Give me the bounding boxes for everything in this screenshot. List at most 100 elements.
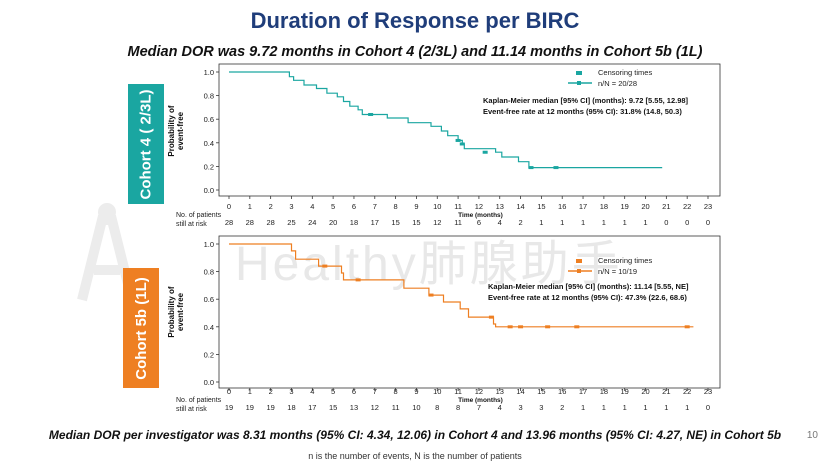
c5b-x-tick-label: 11	[454, 387, 462, 396]
c4-at-risk-label-line1: No. of patients	[176, 212, 222, 219]
c4-x-tick-label: 17	[579, 202, 587, 211]
c5b-x-tick-label: 1	[248, 387, 252, 396]
c5b-x-tick-label: 13	[496, 387, 504, 396]
c4-x-tick-label: 7	[373, 202, 377, 211]
footer-note: n is the number of events, N is the numb…	[308, 451, 522, 461]
c5b-y-tick-label: 0.6	[204, 295, 214, 304]
c4-panel: 0.0 0.2 0.4 0.6 0.8 1.0 Probability ofevent-fr…	[167, 63, 721, 228]
watermark-logo-icon	[77, 203, 137, 302]
c4-legend-censor-swatch	[576, 71, 582, 75]
c4-plot-frame	[218, 63, 721, 197]
c5b-x-tick-label: 14	[516, 387, 524, 396]
c5b-at-risk-value: 19	[266, 403, 274, 412]
c5b-at-risk-value: 1	[623, 403, 627, 412]
c4-censor-mark	[482, 150, 488, 154]
c4-y-axis-label: Probability ofevent-free	[167, 105, 185, 156]
c5b-legend-line-marker	[577, 269, 581, 273]
c4-y-axis-label-line1: Probability of	[167, 105, 176, 156]
c4-y-tick-label: 0.0	[204, 186, 214, 195]
c4-censor-mark	[368, 112, 374, 116]
c4-censor-mark	[553, 166, 559, 170]
c5b-legend-series-label: n/N = 10/19	[598, 267, 637, 276]
c5b-plot-frame	[218, 235, 721, 389]
c5b-at-risk-value: 13	[350, 403, 358, 412]
c4-x-tick-label: 23	[704, 202, 712, 211]
c4-at-risk-value: 1	[643, 218, 647, 227]
c5b-at-risk-value: 17	[308, 403, 316, 412]
c4-at-risk-value: 12	[433, 218, 441, 227]
c4-x-tick-label: 16	[558, 202, 566, 211]
c5b-at-risk-value: 7	[477, 403, 481, 412]
c5b-x-tick-label: 2	[269, 387, 273, 396]
c4-at-risk-label-line2: still at risk	[176, 221, 207, 228]
c4-at-risk-value: 18	[350, 218, 358, 227]
c4-at-risk-value: 28	[246, 218, 254, 227]
c4-x-tick-label: 12	[475, 202, 483, 211]
c4-x-tick-label: 3	[289, 202, 293, 211]
c4-at-risk-value: 1	[602, 218, 606, 227]
c5b-y-tick-label: 0.4	[204, 323, 214, 332]
c4-x-tick-label: 20	[641, 202, 649, 211]
c4-at-risk-value: 28	[266, 218, 274, 227]
c4-censor-mark	[455, 138, 461, 142]
c5b-x-tick-label: 7	[373, 387, 377, 396]
c5b-y-tick-label: 0.8	[204, 268, 214, 277]
c5b-censor-mark	[684, 325, 690, 329]
c4-at-risk-value: 4	[498, 218, 502, 227]
c4-y-axis-label-line2: event-free	[176, 111, 185, 150]
c5b-panel: 0.0 0.2 0.4 0.6 0.8 1.0 Probability ofevent-fr…	[167, 235, 721, 413]
c4-x-tick-label: 2	[269, 202, 273, 211]
c4-at-risk-value: 24	[308, 218, 316, 227]
c4-x-tick-label: 11	[454, 202, 462, 211]
c4-at-risk-value: 20	[329, 218, 337, 227]
c5b-at-risk-value: 11	[392, 403, 400, 412]
watermark-text: Healthy肺腺助手	[235, 238, 623, 291]
c5b-at-risk-value: 8	[456, 403, 460, 412]
c4-at-risk-value: 15	[391, 218, 399, 227]
c4-at-risk-value: 6	[477, 218, 481, 227]
c5b-censor-mark	[488, 315, 494, 319]
c4-x-tick-label: 0	[227, 202, 231, 211]
c4-x-tick-label: 8	[394, 202, 398, 211]
c5b-legend-censor-swatch	[576, 259, 582, 263]
c4-x-axis-label: Time (months)	[458, 212, 503, 219]
c4-legend-series-label: n/N = 20/28	[598, 79, 637, 88]
c5b-at-risk-value: 1	[685, 403, 689, 412]
c5b-x-tick-label: 18	[600, 387, 608, 396]
c5b-annotation-line: Event-free rate at 12 months (95% CI): 4…	[488, 293, 687, 302]
c4-x-tick-label: 6	[352, 202, 356, 211]
c4-y-tick-label: 0.4	[204, 139, 214, 148]
c4-x-tick-label: 14	[516, 202, 524, 211]
c5b-x-tick-label: 16	[558, 387, 566, 396]
c4-at-risk-value: 28	[225, 218, 233, 227]
c5b-y-axis-label-line1: Probability of	[167, 286, 176, 337]
c5b-x-axis-label: Time (months)	[458, 397, 503, 404]
c5b-x-tick-label: 10	[433, 387, 441, 396]
c4-at-risk-value: 17	[371, 218, 379, 227]
c5b-at-risk-value: 19	[225, 403, 233, 412]
c5b-at-risk-label-line2: still at risk	[176, 406, 207, 413]
c4-km-curve	[229, 71, 663, 169]
c5b-x-tick-label: 23	[704, 387, 712, 396]
c5b-y-axis-label: Probability ofevent-free	[167, 286, 185, 337]
c5b-at-risk-value: 0	[706, 403, 710, 412]
page-number: 10	[806, 430, 818, 441]
c5b-at-risk-value: 4	[498, 403, 502, 412]
c4-at-risk-value: 15	[412, 218, 420, 227]
c4-x-tick-label: 18	[600, 202, 608, 211]
c5b-x-tick-label: 3	[289, 387, 293, 396]
c4-censor-mark	[459, 142, 465, 146]
c5b-at-risk-value: 1	[664, 403, 668, 412]
c5b-censor-mark	[507, 325, 513, 329]
c5b-at-risk-value: 19	[246, 403, 254, 412]
c5b-censor-mark	[322, 264, 328, 268]
c4-x-tick-label: 19	[621, 202, 629, 211]
c5b-x-tick-label: 6	[352, 387, 356, 396]
c4-annotation-line: Event-free rate at 12 months (95% CI): 3…	[483, 107, 682, 116]
c5b-x-tick-label: 0	[227, 387, 231, 396]
c4-censor-mark	[528, 166, 534, 170]
c5b-censor-mark	[355, 278, 361, 282]
c4-y-tick-label: 0.8	[204, 92, 214, 101]
c5b-y-tick-label: 1.0	[204, 240, 214, 249]
c4-legend-censor-label: Censoring times	[598, 68, 652, 77]
